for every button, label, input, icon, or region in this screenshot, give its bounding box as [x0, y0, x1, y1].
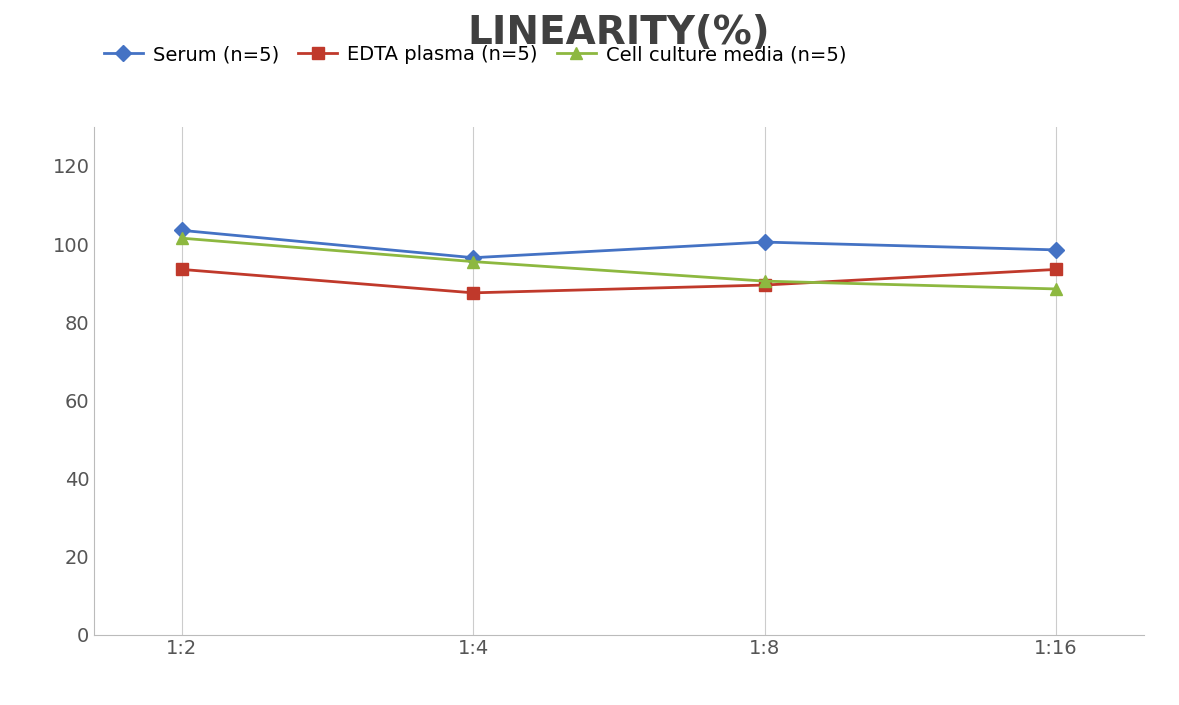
EDTA plasma (n=5) — [1049, 265, 1063, 274]
Serum (n=5) — [1049, 245, 1063, 254]
Title: LINEARITY(%): LINEARITY(%) — [468, 13, 770, 51]
Cell culture media (n=5) — [174, 234, 189, 243]
Legend: Serum (n=5), EDTA plasma (n=5), Cell culture media (n=5): Serum (n=5), EDTA plasma (n=5), Cell cul… — [104, 45, 847, 64]
Cell culture media (n=5) — [1049, 285, 1063, 293]
Line: Serum (n=5): Serum (n=5) — [176, 225, 1062, 263]
EDTA plasma (n=5) — [466, 288, 480, 297]
Serum (n=5) — [174, 226, 189, 235]
Line: Cell culture media (n=5): Cell culture media (n=5) — [176, 233, 1062, 295]
Serum (n=5) — [758, 238, 772, 246]
Cell culture media (n=5) — [758, 277, 772, 286]
Line: EDTA plasma (n=5): EDTA plasma (n=5) — [176, 264, 1062, 298]
Serum (n=5) — [466, 254, 480, 262]
EDTA plasma (n=5) — [758, 281, 772, 289]
Cell culture media (n=5) — [466, 257, 480, 266]
EDTA plasma (n=5) — [174, 265, 189, 274]
